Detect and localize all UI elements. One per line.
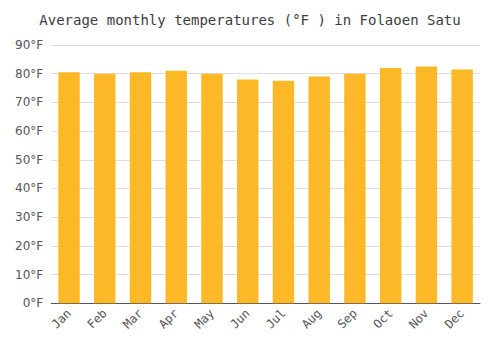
svg-text:Jun: Jun [227, 306, 252, 331]
svg-text:0°F: 0°F [23, 296, 44, 310]
svg-text:Apr: Apr [156, 306, 181, 331]
svg-text:Dec: Dec [442, 306, 467, 331]
svg-text:Oct: Oct [370, 306, 395, 331]
svg-text:80°F: 80°F [15, 67, 43, 81]
svg-text:60°F: 60°F [15, 124, 43, 138]
svg-text:Jan: Jan [49, 306, 74, 331]
svg-text:40°F: 40°F [15, 181, 43, 195]
svg-text:10°F: 10°F [15, 268, 43, 282]
svg-text:Average monthly temperatures (: Average monthly temperatures (°F ) in Fo… [39, 12, 460, 28]
svg-text:Sep: Sep [335, 306, 360, 331]
svg-text:30°F: 30°F [15, 210, 43, 224]
svg-text:Mar: Mar [120, 306, 145, 331]
svg-text:50°F: 50°F [15, 153, 43, 167]
svg-text:90°F: 90°F [15, 38, 43, 52]
svg-text:May: May [192, 306, 217, 331]
svg-text:Jul: Jul [263, 306, 288, 331]
svg-text:Aug: Aug [299, 306, 324, 331]
svg-text:20°F: 20°F [15, 239, 43, 253]
svg-text:Feb: Feb [85, 306, 110, 331]
svg-text:70°F: 70°F [15, 95, 43, 109]
svg-text:Nov: Nov [406, 306, 431, 331]
